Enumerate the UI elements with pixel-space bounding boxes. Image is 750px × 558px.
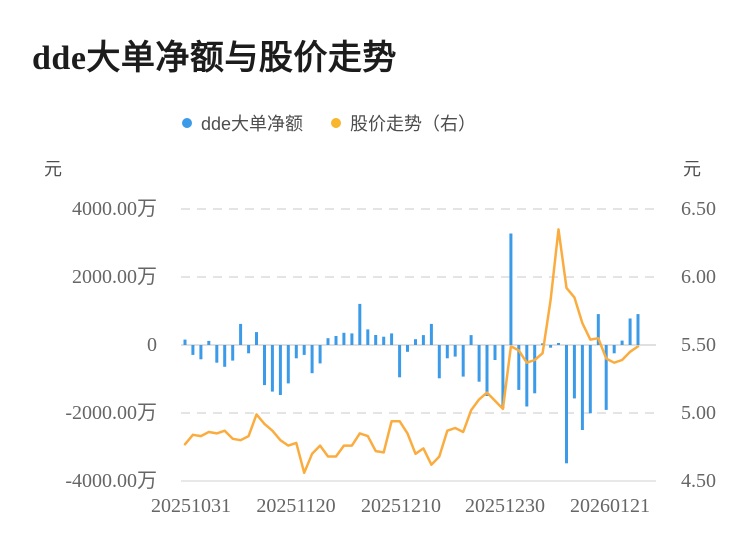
- dde-net-bar[interactable]: [191, 345, 195, 355]
- dde-net-bar[interactable]: [406, 345, 409, 352]
- dde-net-bar[interactable]: [429, 323, 433, 345]
- dde-net-bar[interactable]: [398, 345, 402, 378]
- dde-net-bar[interactable]: [588, 345, 592, 414]
- dde-net-bar[interactable]: [565, 345, 568, 464]
- dde-net-bar[interactable]: [533, 345, 537, 394]
- price-trend-line[interactable]: [183, 228, 640, 475]
- dde-net-bar[interactable]: [350, 333, 354, 345]
- dde-net-bar[interactable]: [310, 345, 314, 374]
- dde-net-bar[interactable]: [342, 332, 346, 345]
- right-axis-tick: 6.50: [681, 198, 716, 220]
- dde-net-bar[interactable]: [421, 335, 425, 345]
- dde-net-bar[interactable]: [231, 345, 235, 361]
- dde-net-bar[interactable]: [517, 345, 521, 390]
- dde-net-bar[interactable]: [334, 336, 338, 345]
- dde-net-bar[interactable]: [294, 345, 298, 359]
- x-axis-tick: 20251210: [361, 495, 441, 517]
- dde-net-bar[interactable]: [636, 314, 640, 345]
- left-axis-unit: 元: [44, 159, 62, 179]
- legend-dot-dde-icon: [182, 118, 192, 128]
- dde-net-bar[interactable]: [239, 323, 243, 345]
- dde-net-bar[interactable]: [604, 345, 608, 410]
- legend-label-dde: dde大单净额: [201, 114, 304, 134]
- dde-net-bar[interactable]: [247, 345, 251, 354]
- dde-net-bar[interactable]: [493, 345, 497, 360]
- left-axis-tick: -2000.00万: [65, 402, 157, 424]
- left-axis-tick: 0: [147, 334, 157, 356]
- dde-net-bar[interactable]: [270, 345, 274, 392]
- dde-net-bar[interactable]: [215, 345, 219, 363]
- x-axis-tick: 20260121: [570, 495, 650, 517]
- dde-net-bar[interactable]: [580, 345, 584, 430]
- left-axis-tick: -4000.00万: [65, 470, 157, 492]
- legend-item-dde[interactable]: dde大单净额: [182, 110, 303, 136]
- page-title: dde大单净额与股价走势: [32, 40, 397, 77]
- legend: dde大单净额 股价走势（右）: [182, 110, 476, 136]
- right-axis-unit: 元: [683, 159, 701, 179]
- x-axis-tick: 20251120: [256, 495, 336, 517]
- dde-net-bar[interactable]: [469, 335, 473, 345]
- dde-net-bar[interactable]: [557, 343, 560, 345]
- left-axis-tick: 2000.00万: [72, 266, 157, 288]
- dde-net-bar[interactable]: [453, 345, 457, 357]
- legend-dot-price-icon: [331, 118, 342, 128]
- dde-net-bar[interactable]: [199, 345, 203, 360]
- dde-net-bar[interactable]: [541, 343, 545, 345]
- left-axis-tick: 4000.00万: [72, 198, 157, 220]
- dde-net-bar[interactable]: [477, 345, 481, 382]
- dde-net-bar[interactable]: [485, 345, 489, 396]
- dde-net-bar[interactable]: [358, 303, 362, 345]
- dde-net-bar[interactable]: [612, 345, 616, 354]
- dde-net-bar[interactable]: [461, 345, 465, 377]
- dde-net-bar[interactable]: [366, 329, 370, 345]
- dde-net-bar[interactable]: [263, 345, 266, 386]
- right-axis-tick: 5.00: [681, 402, 716, 424]
- dde-net-bar[interactable]: [223, 345, 227, 367]
- dde-net-bar[interactable]: [207, 340, 211, 345]
- right-axis-tick: 5.50: [681, 334, 716, 356]
- dde-net-bar[interactable]: [525, 345, 529, 407]
- dde-net-bar[interactable]: [318, 345, 322, 364]
- dde-net-bar[interactable]: [620, 340, 624, 345]
- dde-net-bar[interactable]: [596, 314, 600, 345]
- legend-label-price: 股价走势（右）: [350, 114, 477, 134]
- dde-net-bar[interactable]: [374, 335, 378, 345]
- dde-net-bar[interactable]: [302, 345, 306, 355]
- dde-net-bar[interactable]: [549, 345, 553, 348]
- legend-item-price[interactable]: 股价走势（右）: [331, 110, 476, 136]
- dde-net-bar[interactable]: [628, 318, 632, 346]
- dde-net-bar[interactable]: [183, 339, 187, 345]
- dde-net-bar[interactable]: [501, 345, 505, 409]
- dde-net-bar[interactable]: [278, 345, 282, 395]
- right-axis-tick: 6.00: [681, 266, 716, 288]
- dde-net-bar[interactable]: [437, 345, 441, 379]
- dde-net-bar[interactable]: [390, 333, 394, 345]
- dde-net-bar[interactable]: [286, 345, 290, 384]
- dde-net-bar[interactable]: [445, 345, 449, 359]
- dde-net-bar[interactable]: [572, 345, 576, 399]
- x-axis-tick: 20251230: [465, 495, 545, 517]
- x-axis-tick: 20251031: [151, 495, 231, 517]
- dde-net-bar[interactable]: [255, 332, 258, 345]
- dde-net-bar[interactable]: [326, 338, 330, 345]
- dde-net-bar[interactable]: [382, 336, 386, 345]
- right-axis-tick: 4.50: [681, 470, 716, 492]
- dde-net-bar[interactable]: [414, 339, 417, 345]
- dde-net-bar[interactable]: [509, 233, 513, 346]
